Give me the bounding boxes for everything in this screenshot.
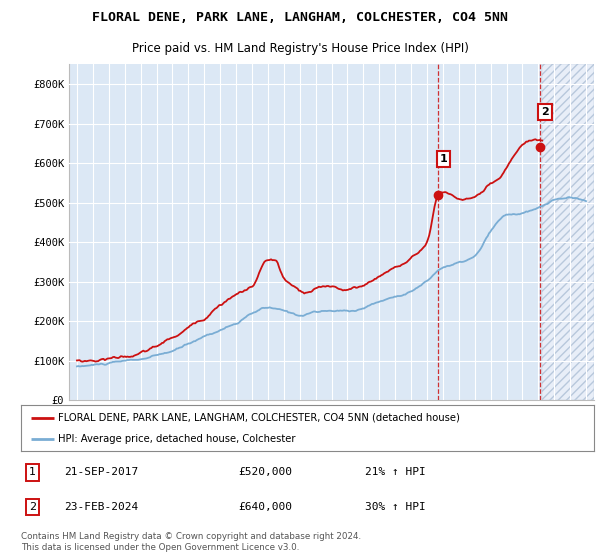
Text: 2: 2 [541, 107, 549, 117]
Text: 21% ↑ HPI: 21% ↑ HPI [365, 468, 425, 478]
Text: Price paid vs. HM Land Registry's House Price Index (HPI): Price paid vs. HM Land Registry's House … [131, 42, 469, 55]
Text: £640,000: £640,000 [239, 502, 293, 512]
Text: 30% ↑ HPI: 30% ↑ HPI [365, 502, 425, 512]
Text: 2: 2 [29, 502, 36, 512]
Text: 1: 1 [439, 154, 447, 164]
Text: 23-FEB-2024: 23-FEB-2024 [64, 502, 138, 512]
Bar [542, 64, 594, 400]
Text: FLORAL DENE, PARK LANE, LANGHAM, COLCHESTER, CO4 5NN (detached house): FLORAL DENE, PARK LANE, LANGHAM, COLCHES… [58, 413, 460, 423]
Text: FLORAL DENE, PARK LANE, LANGHAM, COLCHESTER, CO4 5NN: FLORAL DENE, PARK LANE, LANGHAM, COLCHES… [92, 11, 508, 24]
Text: Contains HM Land Registry data © Crown copyright and database right 2024.
This d: Contains HM Land Registry data © Crown c… [21, 533, 361, 552]
Text: 21-SEP-2017: 21-SEP-2017 [64, 468, 138, 478]
Bar [542, 64, 594, 400]
Text: 1: 1 [29, 468, 36, 478]
Text: £520,000: £520,000 [239, 468, 293, 478]
Text: HPI: Average price, detached house, Colchester: HPI: Average price, detached house, Colc… [58, 435, 296, 444]
